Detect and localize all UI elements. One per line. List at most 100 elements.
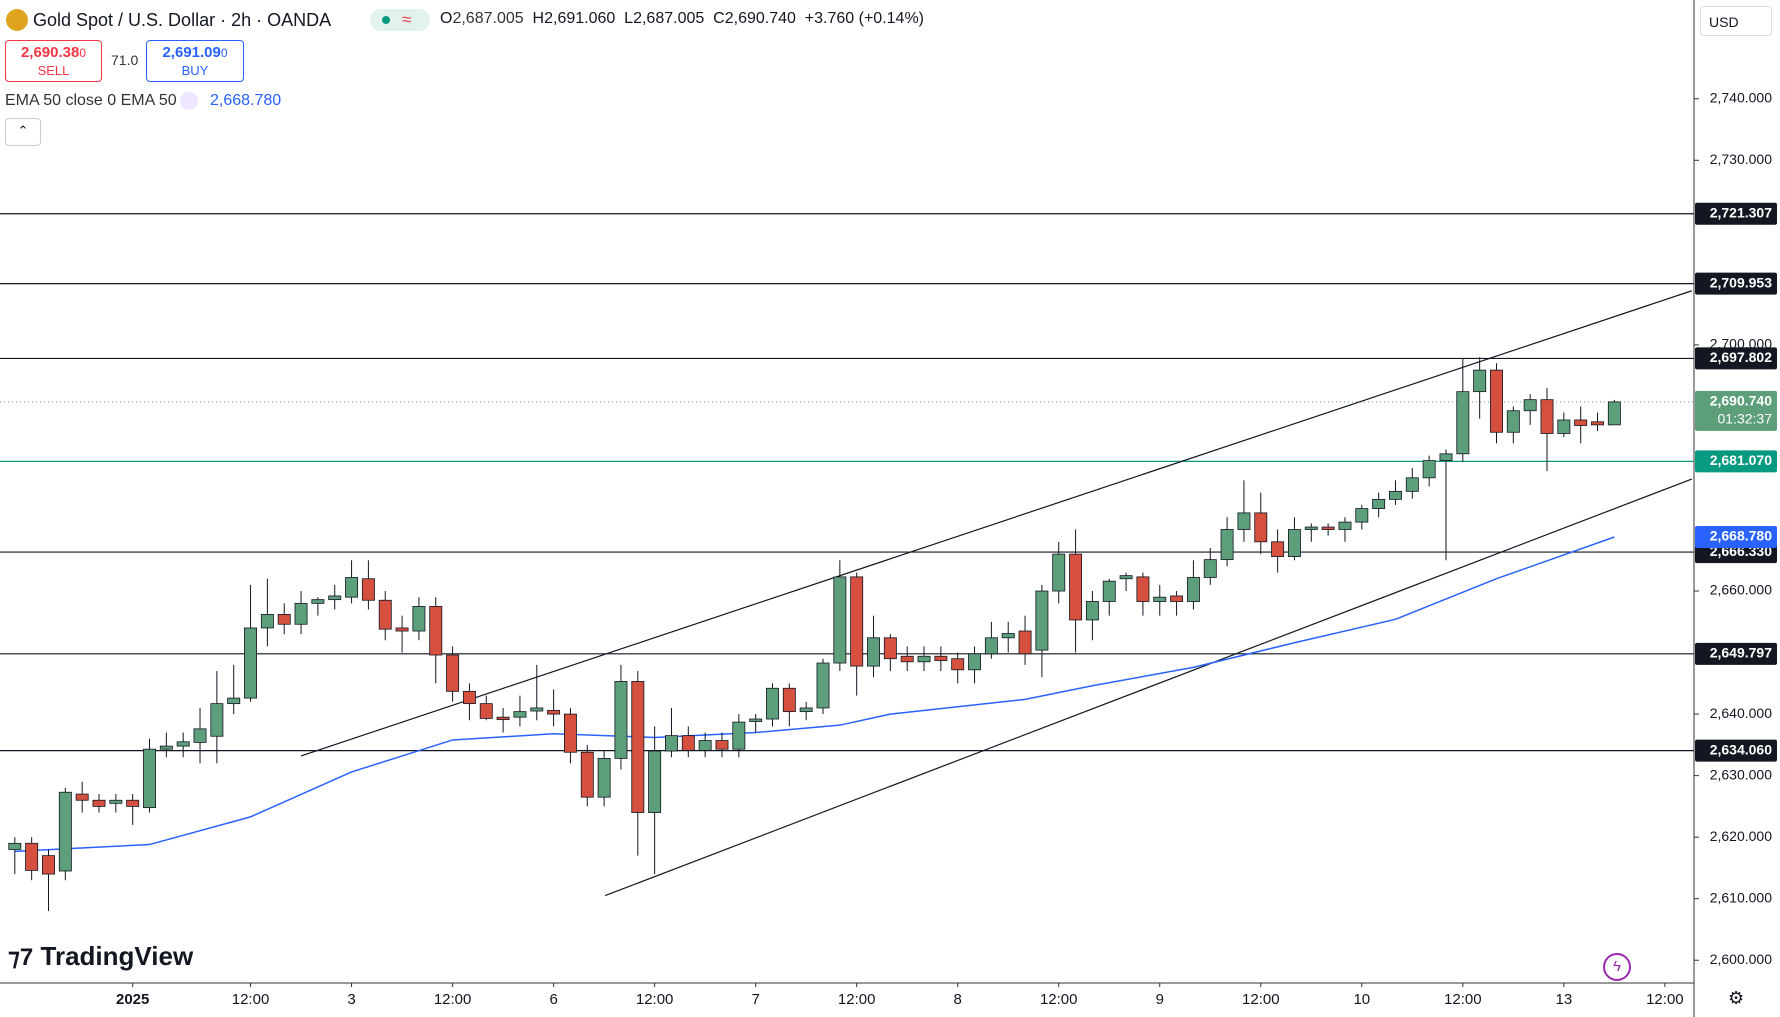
candle-body [749,718,763,722]
y-tick-label: 2,630.000 [1710,766,1772,782]
level-label: 2,681.070 [1710,452,1772,468]
indicator-icon[interactable] [180,92,198,110]
x-tick-label: 9 [1156,991,1164,1008]
candle-body [58,791,72,872]
candle-body [665,735,678,752]
x-tick-label: 12:00 [1040,991,1078,1008]
countdown: 01:32:37 [1718,411,1773,427]
collapse-button[interactable]: ⌃ [5,118,41,146]
ema-label: 2,668.780 [1710,528,1772,544]
level-label-bg [1695,272,1777,295]
candle-body [951,658,965,671]
status-pill[interactable]: ≈ [370,9,430,31]
candle-body [883,637,897,660]
sell-price: 2,690.38 [20,44,80,61]
candle-body [833,576,847,664]
y-tick-label: 2,730.000 [1710,151,1772,167]
sell-button[interactable]: 2,690.380 SELL [5,40,102,82]
indicator-value: 2,668.780 [210,92,282,109]
brand-logo: ⁊7 TradingView [8,941,194,971]
legend-value: 2,691.060 [544,10,616,27]
lightning-button[interactable]: ϟ [1603,953,1631,981]
candle-body [1574,419,1588,426]
sell-label: SELL [37,63,70,78]
last-price-label-bg [1695,390,1777,431]
x-tick-label: 12:00 [1242,991,1280,1008]
candle-body [412,606,426,632]
candle-body [1355,508,1369,523]
legend-key: H [532,10,545,27]
candle-body [446,654,460,692]
candle-body [328,595,342,601]
candle-body [8,842,22,850]
settings-button[interactable]: ⚙ [1728,988,1745,1008]
candle-body [126,799,140,807]
level-label: 2,649.797 [1710,645,1772,661]
candle-body [1085,601,1099,621]
ohlc-legend: O2,687.005 H2,691.060 L2,687.005 C2,690.… [440,10,924,28]
candle-body [850,576,864,667]
y-tick-label: 2,660.000 [1710,582,1772,598]
legend-value: 2,687.005 [633,10,705,27]
level-label: 2,709.953 [1710,274,1772,290]
trendline [300,290,1693,757]
level-label-bg [1695,450,1777,473]
candle-body [1405,477,1419,492]
candle-body [1170,595,1184,602]
candle-body [513,711,527,718]
legend-value: 2,687.005 [452,10,524,27]
x-tick-label: 12:00 [1646,991,1684,1008]
candle-body [193,728,207,743]
y-tick-label: 2,640.000 [1710,705,1772,721]
candle-body [1018,630,1032,655]
candle-body [698,740,712,751]
candle-body [1321,526,1335,530]
candle-body [1591,421,1604,426]
candle-body [92,799,106,807]
candle-body [782,687,796,713]
candle-body [900,655,914,663]
buy-button[interactable]: 2,691.090 BUY [146,40,244,82]
candle-body [227,697,241,705]
y-tick-label: 2,610.000 [1710,889,1772,905]
level-label-bg [1695,202,1777,225]
x-tick-label: 6 [549,991,557,1008]
candle-body [1439,453,1453,461]
x-tick-label: 10 [1353,991,1370,1008]
legend-key: C [713,10,725,27]
candle-body [260,614,274,629]
currency-select[interactable]: USD [1700,6,1772,36]
x-tick-label: 12:00 [636,991,674,1008]
buy-price-small: 0 [220,46,228,60]
candle-body [210,703,224,737]
y-tick-label: 2,740.000 [1710,89,1772,105]
candle-body [681,735,695,751]
legend-key: L [624,10,634,27]
candle-body [462,690,476,705]
y-tick-label: 2,620.000 [1710,828,1772,844]
legend-key: O [440,10,453,27]
x-tick-label: 12:00 [434,991,472,1008]
candle-body [1203,559,1217,578]
candle-body [867,637,880,667]
candle-body [563,713,577,753]
x-tick-label: 13 [1556,991,1573,1008]
x-tick-label: 12:00 [838,991,876,1008]
candle-body [361,578,375,601]
indicator-name[interactable]: EMA 50 close 0 EMA 50 [5,92,177,109]
candle-body [378,599,392,630]
symbol-title[interactable]: Gold Spot / U.S. Dollar · 2h · OANDA [33,10,332,30]
candle-body [968,653,982,671]
plot-clip-bg [0,0,1694,983]
candle-body [1254,512,1268,543]
candle-body [1220,529,1234,561]
candle-body [1035,590,1049,651]
candle-body [816,662,830,709]
candle-body [1422,460,1436,479]
candle-body [1540,399,1554,434]
candle-body [244,627,258,699]
candle-body [1153,596,1167,602]
ema-label-bg [1695,526,1777,549]
